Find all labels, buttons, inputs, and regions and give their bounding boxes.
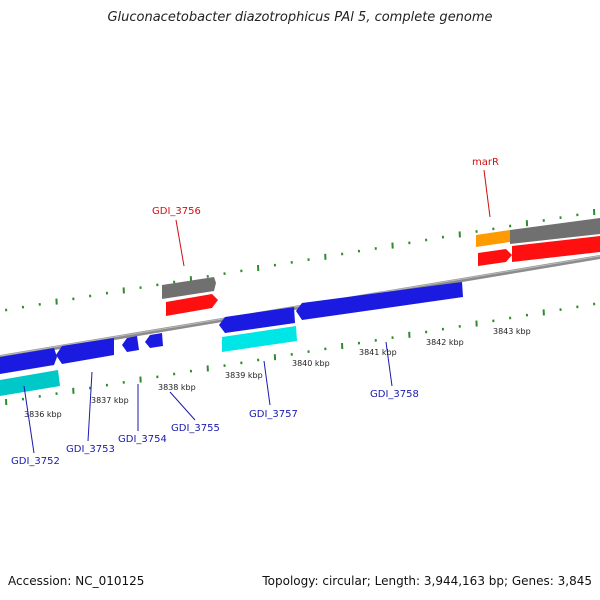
map-title: Gluconacetobacter diazotrophicus PAl 5, …	[107, 10, 493, 25]
gene-label-gdi3752[interactable]: GDI_3752	[11, 456, 60, 467]
gene-label-gdi3755[interactable]: GDI_3755	[171, 423, 220, 434]
gene-label-gdi3756[interactable]: GDI_3756	[152, 206, 201, 217]
accession-text: Accession: NC_010125	[8, 574, 145, 588]
feature-marr-red[interactable]	[478, 249, 512, 266]
leader-gdi3753	[87, 371, 93, 442]
gene-label-gdi3758[interactable]: GDI_3758	[370, 389, 419, 400]
tick-label-3843: 3843 kbp	[493, 327, 531, 336]
cds-gdi3752[interactable]	[0, 348, 57, 374]
cds-gdi3754[interactable]	[122, 336, 139, 352]
tick-track-upper	[5, 208, 596, 312]
feature-marr-orange[interactable]	[476, 230, 510, 247]
leader-gdi3755	[169, 391, 196, 421]
gene-label-gdi3754[interactable]: GDI_3754	[118, 434, 167, 445]
tick-track-lower	[5, 302, 596, 406]
leader-gdi3757	[263, 360, 271, 406]
genome-summary-text: Topology: circular; Length: 3,944,163 bp…	[262, 574, 592, 588]
feature-gdi3756-gray[interactable]	[162, 277, 216, 299]
leader-gdi3756	[175, 219, 185, 267]
leader-marr	[483, 169, 491, 218]
leader-gdi3758	[385, 341, 393, 387]
tick-label-3838: 3838 kbp	[158, 383, 196, 392]
cds-gdi3757[interactable]	[219, 307, 295, 333]
tick-label-3840: 3840 kbp	[292, 359, 330, 368]
tick-label-3836: 3836 kbp	[24, 410, 62, 419]
cds-gdi3758[interactable]	[296, 282, 463, 320]
gene-label-gdi3757[interactable]: GDI_3757	[249, 409, 298, 420]
gene-label-marr[interactable]: marR	[472, 157, 499, 168]
cds-gdi3755[interactable]	[145, 333, 163, 348]
gene-label-gdi3753[interactable]: GDI_3753	[66, 444, 115, 455]
leader-gdi3752	[23, 385, 35, 454]
feature-cyan-gdi3757[interactable]	[222, 326, 297, 352]
cds-gdi3753[interactable]	[56, 338, 114, 364]
tick-label-3837: 3837 kbp	[91, 396, 129, 405]
tick-label-3839: 3839 kbp	[225, 371, 263, 380]
tick-label-3842: 3842 kbp	[426, 338, 464, 347]
tick-label-3841: 3841 kbp	[359, 348, 397, 357]
feature-gdi3756-red[interactable]	[166, 294, 218, 316]
feature-upper-red-long[interactable]	[512, 236, 600, 262]
feature-cyan-left[interactable]	[0, 370, 60, 396]
feature-upper-gray-long[interactable]	[510, 218, 600, 244]
